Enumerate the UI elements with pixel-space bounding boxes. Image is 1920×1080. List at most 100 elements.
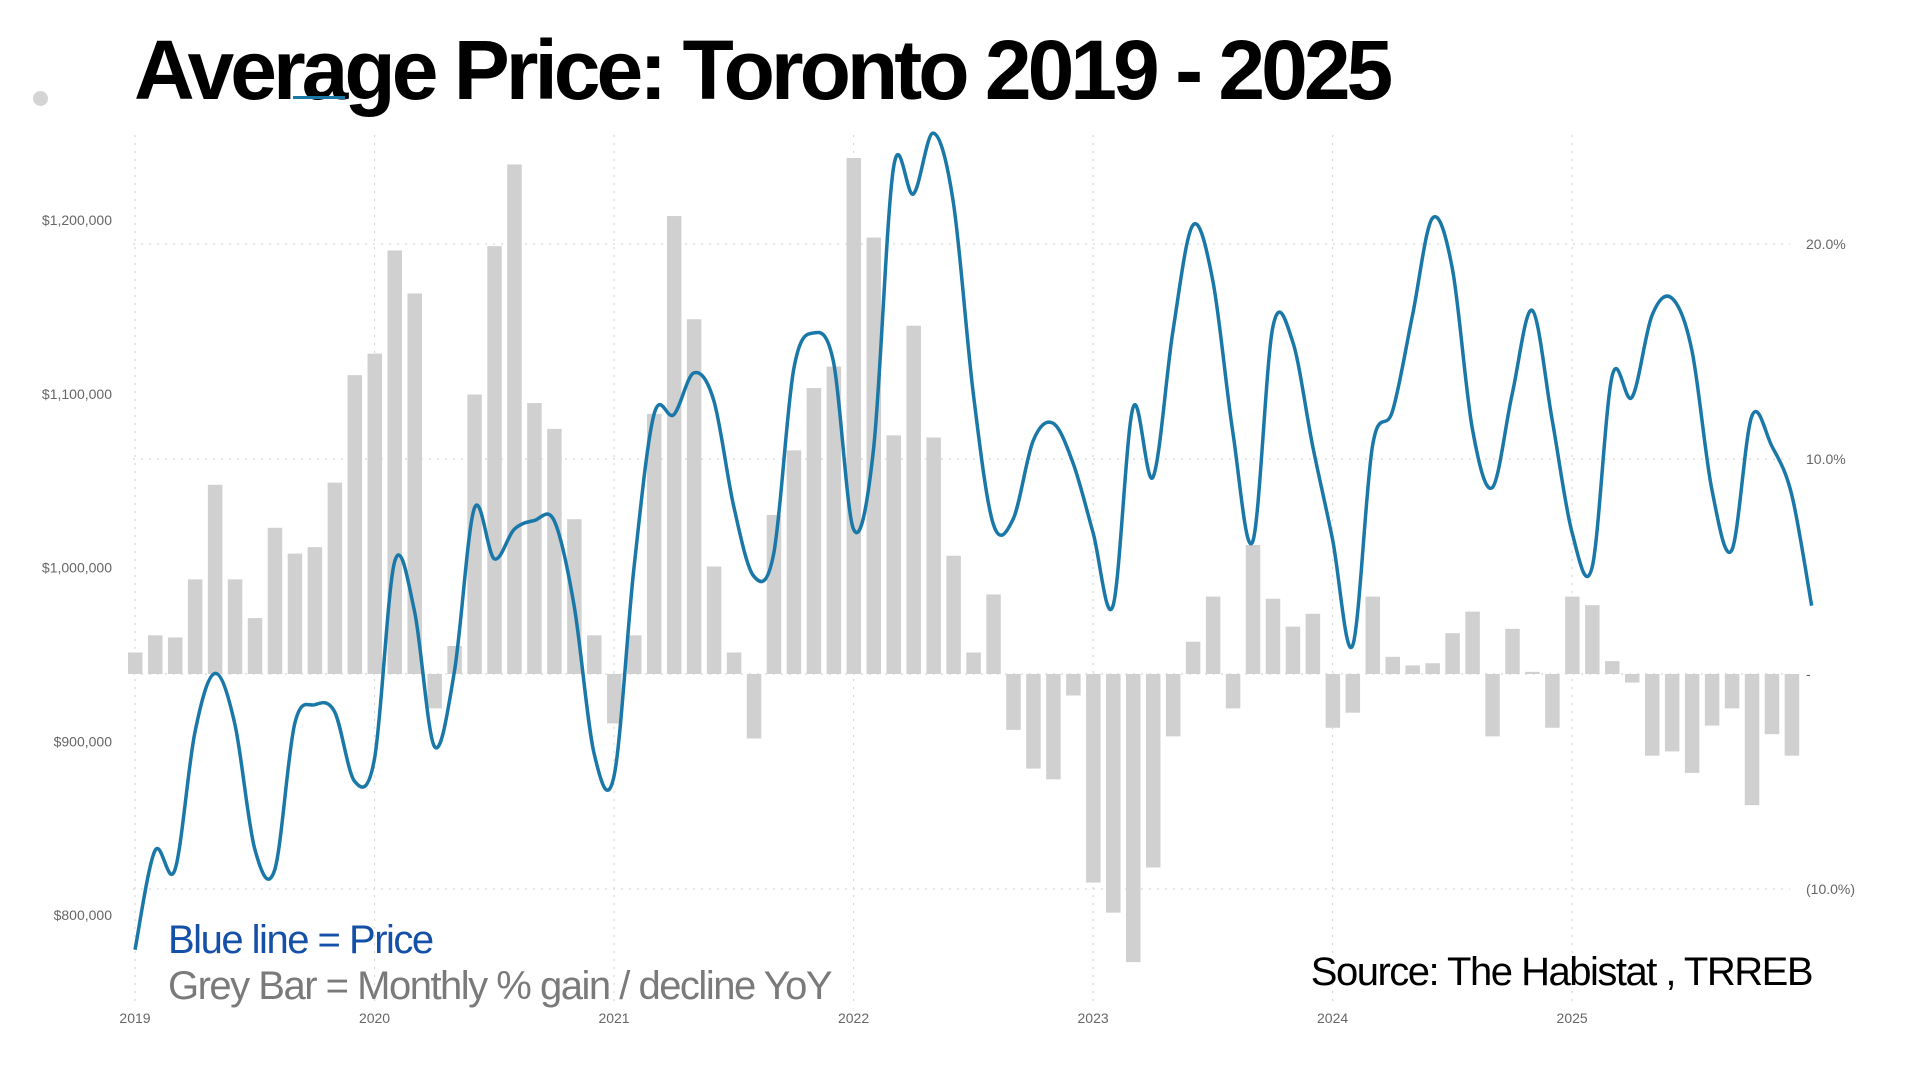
bar	[1465, 611, 1480, 674]
bar	[467, 394, 482, 674]
bar	[986, 594, 1001, 674]
bar	[806, 388, 822, 674]
bar	[347, 375, 363, 674]
y-left-tick-label: $1,200,000	[42, 212, 112, 228]
y-left-tick-label: $1,000,000	[42, 560, 112, 576]
bar	[267, 527, 283, 674]
line-series	[133, 131, 1814, 951]
bar	[1385, 656, 1400, 674]
bar	[1425, 663, 1440, 674]
bar	[1205, 596, 1221, 674]
x-axis: 2019 2020 2021 2022 2023 2024 2025	[119, 1010, 1587, 1026]
bar	[1006, 674, 1021, 730]
bar	[886, 435, 901, 674]
bar	[1784, 674, 1800, 756]
bar	[128, 652, 143, 674]
bar	[1565, 596, 1580, 674]
legend-bar-label: Grey Bar = Monthly % gain / decline YoY	[168, 964, 833, 1008]
bar	[227, 579, 243, 674]
bar	[1305, 613, 1321, 674]
bar	[746, 674, 762, 739]
bar	[1046, 674, 1061, 780]
bar	[666, 216, 682, 675]
bar	[327, 482, 343, 674]
bar	[1345, 674, 1361, 713]
bar	[1265, 598, 1281, 674]
y-right-tick-label: -	[1806, 666, 1811, 682]
bar	[287, 553, 303, 674]
bar	[1505, 628, 1520, 674]
bar	[766, 514, 782, 674]
bar	[307, 547, 323, 674]
y-right-tick-label: (10.0%)	[1806, 881, 1855, 897]
title-underline-accent	[293, 96, 345, 99]
bar	[1245, 545, 1261, 674]
y-left-tick-label: $900,000	[54, 733, 113, 749]
bar	[686, 319, 702, 674]
bar	[247, 618, 263, 674]
bar	[786, 450, 802, 674]
bar	[387, 250, 402, 674]
bar	[906, 325, 921, 674]
page-title: Average Price: Toronto 2019 - 2025	[134, 23, 1393, 117]
x-tick-label: 2024	[1317, 1010, 1348, 1026]
x-tick-label: 2025	[1557, 1010, 1588, 1026]
bar	[966, 652, 981, 674]
bar	[507, 164, 522, 674]
bar	[1126, 674, 1141, 963]
y-left-tick-label: $800,000	[54, 907, 113, 923]
x-tick-label: 2019	[119, 1010, 150, 1026]
x-tick-label: 2023	[1078, 1010, 1109, 1026]
bar	[1764, 674, 1780, 735]
bar	[1445, 633, 1460, 674]
bar	[1585, 605, 1600, 674]
bar	[846, 158, 862, 674]
bar	[547, 428, 562, 674]
bar-series	[128, 158, 1800, 963]
bar	[147, 635, 163, 674]
bar	[407, 293, 422, 674]
bar	[167, 637, 183, 674]
price-line	[133, 131, 1814, 951]
bar	[1066, 674, 1081, 696]
bar	[1185, 641, 1201, 674]
y-right-tick-label: 10.0%	[1806, 451, 1846, 467]
bar	[1365, 596, 1381, 674]
bar	[1325, 674, 1341, 728]
bar	[1684, 674, 1700, 773]
bar	[1744, 674, 1760, 806]
bar	[1625, 674, 1640, 683]
bar	[1026, 674, 1041, 769]
bar	[487, 246, 502, 674]
bar	[527, 403, 542, 674]
x-tick-label: 2022	[838, 1010, 869, 1026]
bar	[1644, 674, 1660, 756]
bar	[1664, 674, 1680, 752]
bar	[1165, 674, 1181, 737]
x-tick-label: 2021	[598, 1010, 629, 1026]
bar	[1405, 665, 1420, 674]
bar	[646, 413, 662, 674]
bar	[367, 353, 383, 674]
bar	[1225, 674, 1241, 709]
legend-line-label: Blue line = Price	[168, 918, 434, 962]
bar	[607, 674, 622, 724]
bar	[587, 635, 602, 674]
y-axis-right: (10.0%) - 10.0% 20.0%	[1806, 236, 1855, 897]
bar	[1106, 674, 1121, 913]
bar	[1704, 674, 1720, 726]
decorative-dot	[33, 91, 48, 106]
y-axis-left: $800,000 $900,000 $1,000,000 $1,100,000 $1,2…	[42, 212, 112, 923]
bar	[427, 674, 442, 709]
y-left-tick-label: $1,100,000	[42, 386, 112, 402]
bar	[187, 579, 203, 674]
bar	[826, 366, 842, 674]
bar	[1285, 626, 1301, 674]
bar	[946, 555, 961, 674]
bar	[706, 566, 722, 674]
source-label: Source: The Habistat , TRREB	[1310, 950, 1814, 994]
bar	[1485, 674, 1500, 737]
bar	[726, 652, 742, 674]
bar	[1605, 661, 1620, 674]
bar	[1145, 674, 1161, 868]
